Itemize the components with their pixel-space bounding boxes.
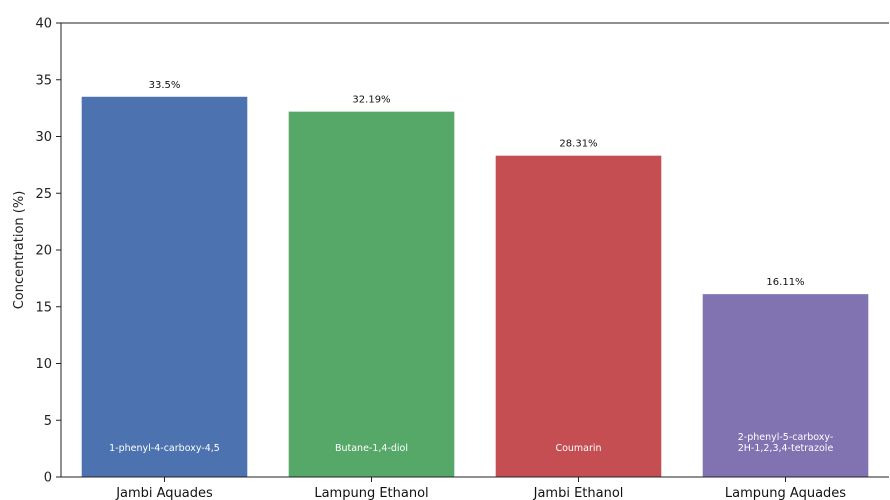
bar-compound-label: 1-phenyl-4-carboxy-4,5 (109, 443, 220, 454)
y-tick-label: 10 (35, 357, 52, 372)
bar-compound-label: 2H-1,2,3,4-tetrazole (738, 443, 834, 454)
y-tick-label: 40 (35, 17, 52, 32)
y-tick-label: 30 (35, 130, 52, 145)
bars-group (81, 96, 869, 478)
axes (60, 22, 889, 478)
bar-compound-label: Butane-1,4-diol (335, 443, 408, 454)
x-tick-label: Lampung Ethanol (314, 486, 428, 500)
bar-value-label: 32.19% (352, 95, 390, 106)
bar-value-label: 33.5% (149, 80, 181, 91)
y-tick-label: 0 (44, 471, 52, 486)
y-tick-label: 15 (35, 300, 52, 315)
y-tick-label: 20 (35, 244, 52, 259)
y-tick-label: 35 (35, 73, 52, 88)
bar (495, 155, 662, 477)
bar (702, 294, 869, 477)
bar-value-label: 16.11% (766, 277, 804, 288)
bar-value-label: 28.31% (559, 139, 597, 150)
x-tick-label: Jambi Ethanol (533, 486, 624, 500)
x-tick-label: Jambi Aquades (115, 486, 213, 500)
bar-compound-label: 2-phenyl-5-carboxy- (738, 432, 834, 443)
bar (81, 96, 248, 478)
bar-labels-group: 33.5% 1-phenyl-4-carboxy-4,5 Jambi Aquades… (109, 80, 846, 500)
y-axis-ticks: 0 5 10 15 20 25 30 35 40 (35, 17, 786, 486)
y-axis-title: Concentration (%) (12, 191, 27, 310)
x-tick-label: Lampung Aquades (725, 486, 846, 500)
bar (288, 111, 455, 478)
bar-compound-label: Coumarin (555, 443, 601, 454)
y-tick-label: 5 (44, 414, 52, 429)
y-tick-label: 25 (35, 187, 52, 202)
